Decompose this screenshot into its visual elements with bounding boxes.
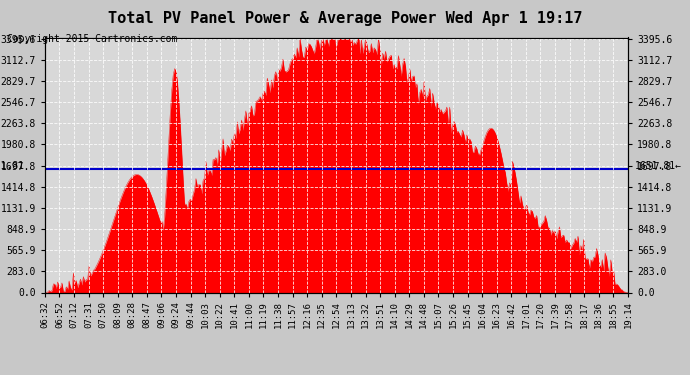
Text: Copyright 2015 Cartronics.com: Copyright 2015 Cartronics.com <box>7 34 177 44</box>
Text: →1651.81: →1651.81 <box>0 161 25 171</box>
Text: Total PV Panel Power & Average Power Wed Apr 1 19:17: Total PV Panel Power & Average Power Wed… <box>108 11 582 26</box>
Text: 1651.81←: 1651.81← <box>635 161 682 171</box>
